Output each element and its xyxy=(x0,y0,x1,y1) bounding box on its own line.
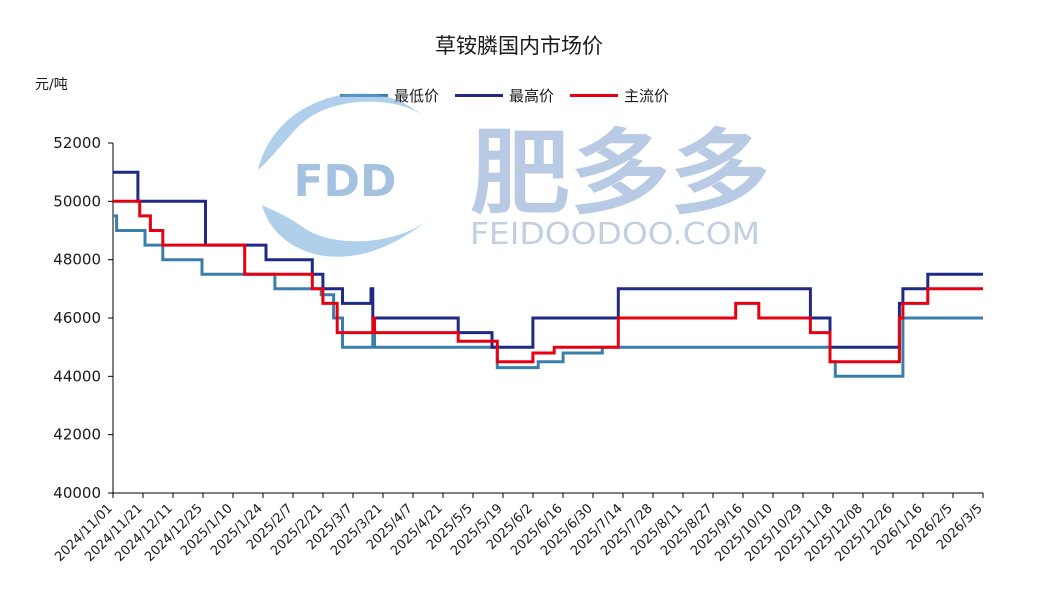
legend-swatch-high xyxy=(455,94,504,97)
legend-swatch-main xyxy=(570,94,619,97)
y-tick-label: 50000 xyxy=(53,192,101,210)
legend-item-high: 最高价 xyxy=(455,85,554,106)
y-tick-label: 44000 xyxy=(53,367,101,385)
watermark-logo-text: FDD xyxy=(293,156,396,207)
legend-item-main: 主流价 xyxy=(570,85,669,106)
legend-label-main: 主流价 xyxy=(624,87,670,105)
y-tick-label: 52000 xyxy=(53,134,101,152)
chart-title: 草铵膦国内市场价 xyxy=(435,34,603,58)
y-tick-label: 40000 xyxy=(53,484,101,502)
watermark-brand-en: FEIDOODOO.COM xyxy=(470,217,760,252)
series-line-2 xyxy=(113,199,983,364)
y-tick-label: 48000 xyxy=(53,251,101,269)
y-tick-label: 42000 xyxy=(53,426,101,444)
y-unit-label: 元/吨 xyxy=(35,77,68,93)
watermark-brand-cn: 肥多多 xyxy=(470,120,770,227)
legend: 最低价 最高价 主流价 xyxy=(340,85,669,106)
y-tick-label: 46000 xyxy=(53,309,101,327)
watermark-leaf-top xyxy=(258,93,425,170)
legend-label-low: 最低价 xyxy=(394,87,440,105)
legend-label-high: 最高价 xyxy=(509,87,555,105)
watermark-leaf-bottom xyxy=(262,205,430,257)
